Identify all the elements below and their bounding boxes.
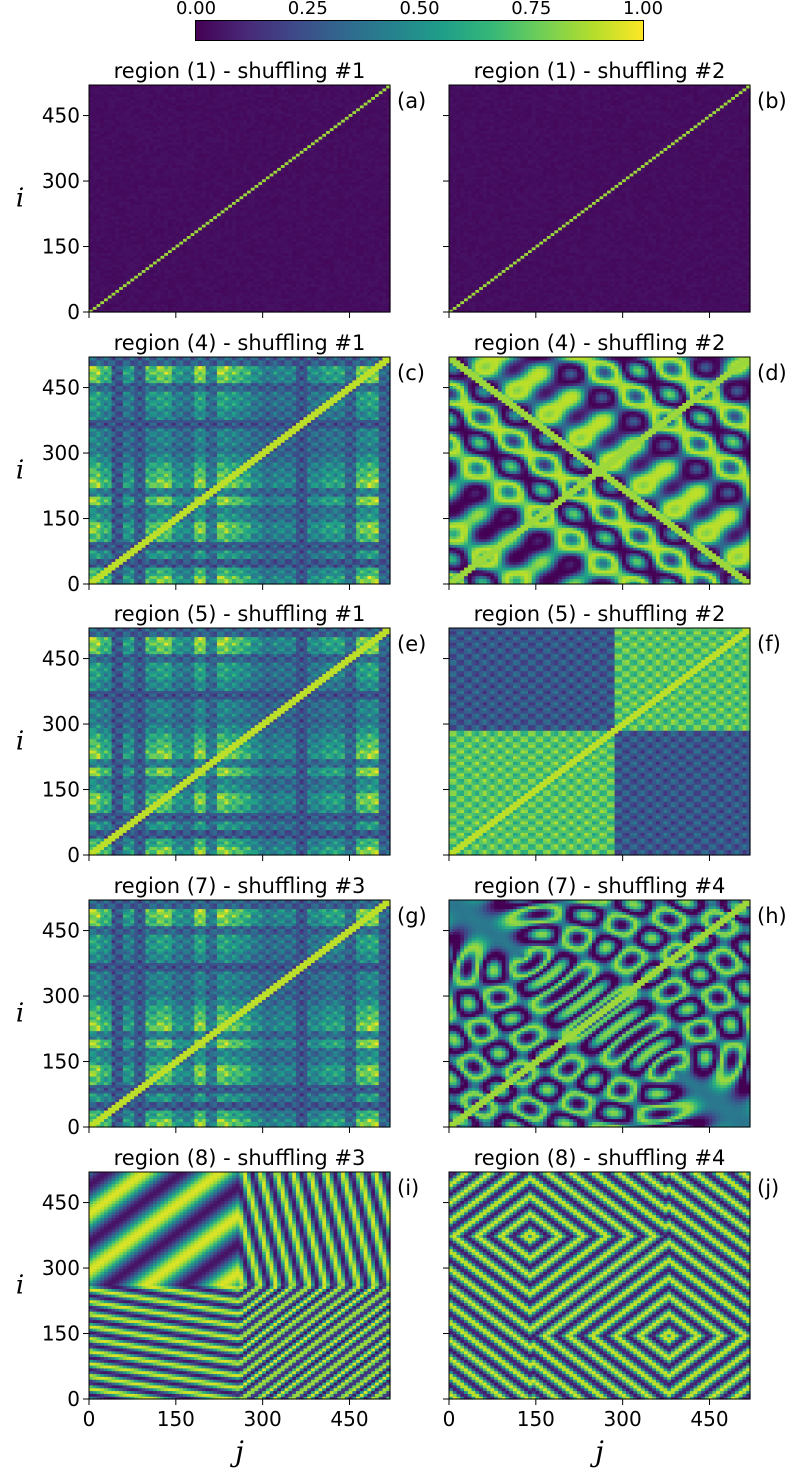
heatmap-panel: 0150300450region (1) - shuffling #1(a)i (16, 59, 426, 324)
